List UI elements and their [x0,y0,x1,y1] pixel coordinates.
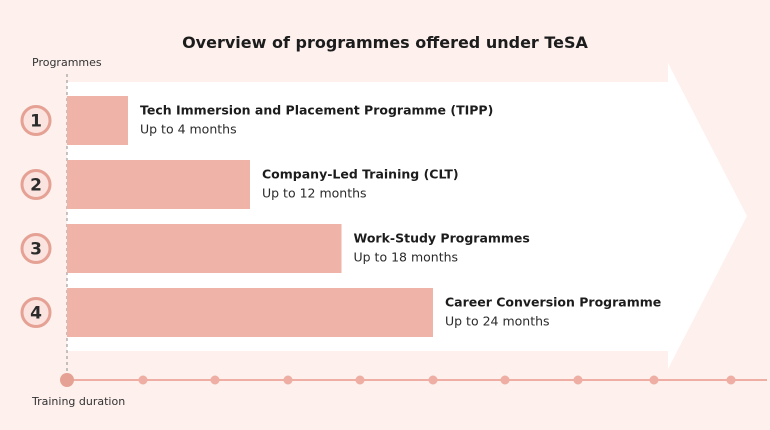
timeline-tick-marker [355,375,365,385]
timeline-tick-marker [210,375,220,385]
programme-number-badge [20,297,52,328]
y-axis-label: Programmes [32,56,102,69]
timeline-origin-marker [60,373,74,387]
bar-value-label: Up to 24 months [445,314,550,329]
programme-number-label: 1 [30,112,42,132]
bars-group: 1 Tech Immersion and Placement Programme … [20,96,661,337]
programme-number-label: 2 [30,176,42,196]
bar-value-label: Up to 12 months [262,186,367,201]
bar-category-label: Work-Study Programmes [354,231,530,246]
programme-number-label: 3 [30,240,42,260]
bar [67,224,342,273]
programme-number-badge [20,105,52,136]
bar [67,288,433,337]
x-axis-label: Training duration [31,395,125,408]
timeline-tick-marker [649,375,659,385]
programme-number-badge [20,233,52,264]
bar [67,160,250,209]
bar-value-label: Up to 18 months [354,250,459,265]
timeline-tick-marker [726,375,736,385]
bar-category-label: Career Conversion Programme [445,295,661,310]
timeline-tick-marker [138,375,148,385]
bar [67,96,128,145]
chart-title: Overview of programmes offered under TeS… [182,33,588,52]
timeline-ticks [60,373,736,387]
bar-category-label: Tech Immersion and Placement Programme (… [140,103,493,118]
timeline-tick-marker [573,375,583,385]
timeline-tick-marker [500,375,510,385]
timeline-tick-marker [283,375,293,385]
programme-number-label: 4 [30,304,42,324]
bar-category-label: Company-Led Training (CLT) [262,167,459,182]
bar-value-label: Up to 4 months [140,122,237,137]
timeline-tick-marker [428,375,438,385]
programme-number-badge [20,169,52,200]
